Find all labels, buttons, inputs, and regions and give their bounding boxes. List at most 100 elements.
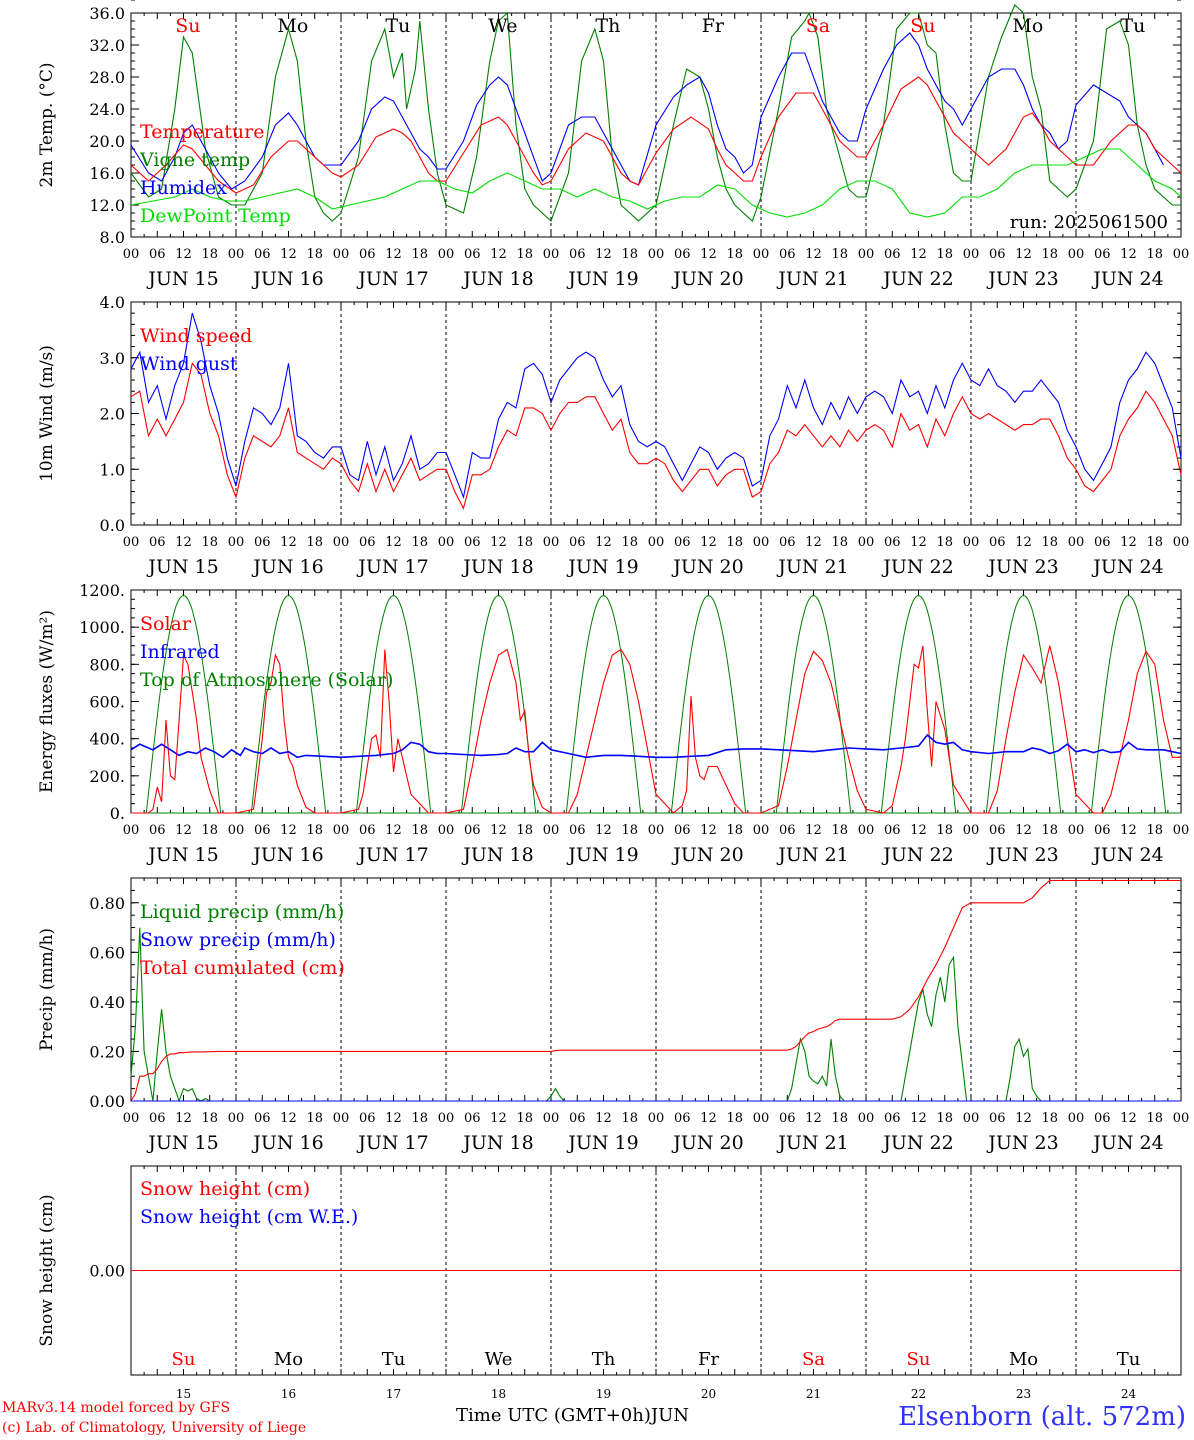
hour-tick-label: 00 [438,535,455,550]
hour-tick-label: 18 [1041,823,1058,838]
hour-tick-label: 06 [989,823,1006,838]
legend-entry: Temperature [140,121,264,143]
weekday-label: Mo [1012,15,1043,37]
hour-tick-label: 00 [648,823,665,838]
hour-tick-label: 06 [569,823,586,838]
y-tick-label: 8.0 [100,228,125,247]
date-label: JUN 22 [881,268,953,290]
weekday-label: Tu [1120,15,1145,37]
day-number-label: 20 [701,1387,716,1401]
hour-tick-label: 18 [936,535,953,550]
hour-tick-label: 06 [569,535,586,550]
hour-tick-label: 06 [464,1111,481,1126]
legend-entry: Vigne temp [139,149,250,171]
hour-tick-label: 18 [831,1111,848,1126]
date-label: JUN 24 [1091,1132,1163,1154]
y-tick-label: 0.0 [100,516,125,535]
hour-tick-label: 00 [858,1111,875,1126]
y-tick-label: 1200. [79,581,125,600]
hour-tick-label: 18 [411,823,428,838]
hour-tick-label: 00 [228,1111,245,1126]
hour-tick-label: 18 [201,247,218,262]
series-line-top-of-atmosphere [460,595,537,814]
hour-tick-label: 00 [1068,535,1085,550]
hour-tick-label: 06 [254,1111,271,1126]
y-tick-label: 1.0 [100,460,125,479]
y-tick-label: 24.0 [89,100,125,119]
hour-tick-label: 18 [831,535,848,550]
weekday-label: Su [907,1349,931,1370]
hour-tick-label: 12 [1015,1111,1032,1126]
series-line-liquid-precip-mm-h [130,927,1046,1103]
y-tick-label: 0.80 [89,894,125,913]
hour-tick-label: 00 [753,535,770,550]
hour-tick-label: 12 [385,535,402,550]
y-tick-label: 32.0 [89,36,125,55]
hour-tick-label: 12 [385,823,402,838]
y-tick-label: 28.0 [89,68,125,87]
date-label: JUN 18 [461,844,533,866]
hour-tick-label: 00 [123,1111,140,1126]
day-number-label: 24 [1121,1387,1137,1401]
y-tick-label: 16.0 [89,164,125,183]
hour-tick-label: 12 [910,1111,927,1126]
hour-tick-label: 06 [674,823,691,838]
hour-tick-label: 18 [936,247,953,262]
weekday-label: Th [595,15,620,37]
hour-tick-label: 06 [884,1111,901,1126]
series-line-top-of-atmosphere [985,595,1062,814]
hour-tick-label: 18 [516,1111,533,1126]
date-label: JUN 24 [1091,844,1163,866]
model-credit: MARv3.14 model forced by GFS [2,1400,231,1416]
hour-tick-label: 12 [175,1111,192,1126]
hour-tick-label: 18 [621,535,638,550]
hour-tick-label: 06 [149,823,166,838]
hour-tick-label: 00 [1173,823,1190,838]
series-line-top-of-atmosphere [1090,595,1167,814]
weekday-label: Sa [802,1349,825,1370]
hour-tick-label: 12 [595,535,612,550]
hour-tick-label: 12 [805,1111,822,1126]
x-axis-label: Time UTC (GMT+0h)JUN [456,1405,689,1426]
day-number-label: 21 [806,1387,821,1401]
date-label: JUN 19 [566,556,638,578]
hour-tick-label: 06 [1094,823,1111,838]
hour-tick-label: 00 [1068,823,1085,838]
hour-tick-label: 06 [989,247,1006,262]
hour-tick-label: 12 [1015,535,1032,550]
weekday-label: Su [172,1349,196,1370]
hour-tick-label: 00 [1068,1111,1085,1126]
hour-tick-label: 06 [254,823,271,838]
hour-tick-label: 12 [910,535,927,550]
legend-entry: Solar [140,613,192,635]
hour-tick-label: 00 [753,823,770,838]
legend-entry: DewPoint Temp [140,205,291,227]
legend-entry: Top of Atmosphere (Solar) [140,669,393,691]
hour-tick-label: 06 [884,535,901,550]
y-axis-label: Snow height (cm) [37,1194,57,1346]
hour-tick-label: 00 [123,535,140,550]
hour-tick-label: 06 [779,535,796,550]
hour-tick-label: 00 [333,535,350,550]
hour-tick-label: 00 [543,1111,560,1126]
hour-tick-label: 12 [805,247,822,262]
hour-tick-label: 12 [280,535,297,550]
weekday-label: Mo [274,1349,303,1370]
hour-tick-label: 12 [1015,247,1032,262]
day-number-label: 17 [386,1387,401,1401]
date-label: JUN 15 [146,268,218,290]
hour-tick-label: 06 [569,247,586,262]
y-tick-label: 400. [89,730,125,749]
y-tick-label: 4.0 [100,293,125,312]
hour-tick-label: 00 [753,247,770,262]
hour-tick-label: 18 [306,1111,323,1126]
day-number-label: 16 [281,1387,296,1401]
y-tick-label: 20.0 [89,132,125,151]
hour-tick-label: 18 [516,247,533,262]
series-line-temperature [130,76,1182,194]
hour-tick-label: 06 [884,823,901,838]
hour-tick-label: 12 [280,247,297,262]
hour-tick-label: 12 [700,535,717,550]
hour-tick-label: 06 [779,247,796,262]
